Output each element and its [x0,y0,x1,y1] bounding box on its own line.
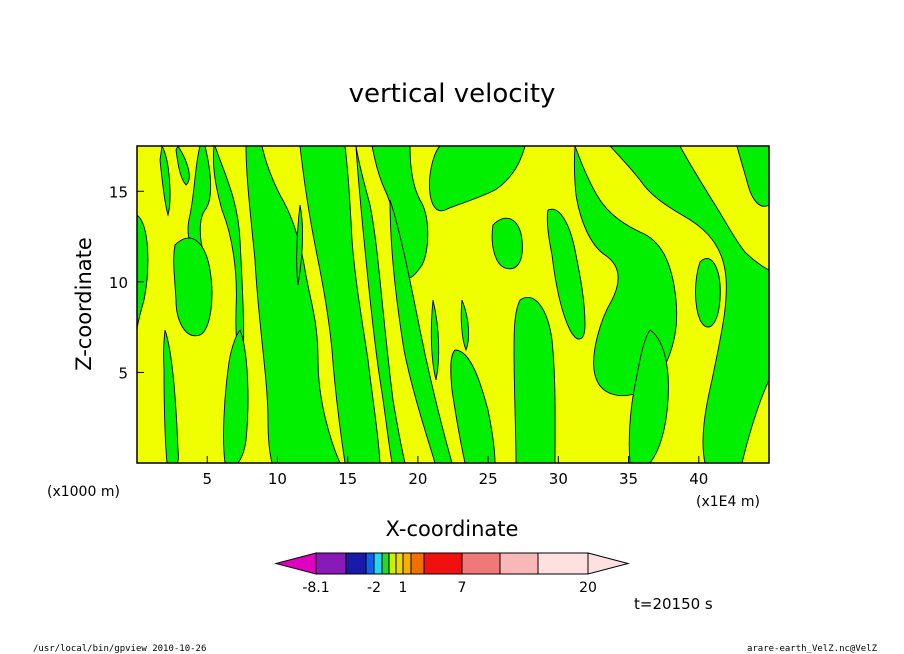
negative-contour-region [608,145,770,464]
negative-contour-region [136,214,149,331]
colorbar-label: -8.1 [302,580,329,596]
colorbar-segment [402,552,412,575]
negative-contour-region [430,299,440,381]
x-unit-right: (x1E4 m) [696,494,760,510]
plot-area [136,144,770,464]
y-tick-label: 5 [118,364,128,382]
colorbar-label: 1 [399,580,408,596]
negative-contour-region [460,299,470,352]
colorbar-right-arrow [587,552,630,575]
x-tick-label: 30 [549,470,568,488]
x-axis: 5 10 15 20 25 30 35 40 [202,456,708,488]
negative-contour-region [159,144,171,217]
y-axis-label: Z-coordinate [72,237,96,371]
plot-frame [136,145,770,464]
footer-right: arare-earth_VelZ.nc@VelZ [747,644,878,654]
negative-contour-region [429,145,526,212]
x-tick-label: 10 [268,470,287,488]
negative-contour-region [355,145,406,464]
colorbar [274,552,630,575]
colorbar-labels: -8.1 -2 1 7 20 [302,580,597,596]
negative-contour-region [173,237,213,337]
colorbar-segment [410,552,425,575]
negative-contour-region [175,145,190,186]
x-tick-label: 20 [408,470,427,488]
colorbar-segment [315,552,347,575]
colorbar-segment [345,552,367,575]
negative-contour-region [546,208,586,340]
x-tick-label: 5 [202,470,212,488]
footer-left: /usr/local/bin/gpview 2010-10-26 [33,644,206,654]
colorbar-segment [499,552,539,575]
x-tick-label: 15 [338,470,357,488]
colorbar-segment [537,552,589,575]
x-tick-label: 40 [689,470,708,488]
colorbar-label: 20 [579,580,597,596]
colorbar-segment [381,552,390,575]
negative-contour-region [245,145,341,464]
colorbar-segment [373,552,383,575]
y-axis: 5 10 15 [109,183,144,382]
x-axis-label: X-coordinate [386,517,519,541]
x-tick-label: 35 [619,470,638,488]
negative-contour-region [491,217,523,270]
y-tick-label: 10 [109,274,128,292]
colorbar-segment [423,552,463,575]
negative-contour-region [736,145,770,207]
colorbar-segment [461,552,501,575]
chart-title: vertical velocity [349,79,556,109]
colorbar-segment [365,552,375,575]
negative-contour-region [371,145,429,279]
colorbar-segment [388,552,397,575]
negative-contour-region [695,258,721,328]
colorbar-label: -2 [367,580,381,596]
colorbar-label: 7 [458,580,467,596]
x-unit-left: (x1000 m) [47,484,120,500]
colorbar-left-arrow [274,552,317,575]
negative-contour-region [296,204,304,286]
y-tick-label: 15 [109,183,128,201]
time-label: t=20150 s [634,595,713,613]
negative-field [136,144,770,464]
x-tick-label: 25 [479,470,498,488]
colorbar-segment [395,552,404,575]
